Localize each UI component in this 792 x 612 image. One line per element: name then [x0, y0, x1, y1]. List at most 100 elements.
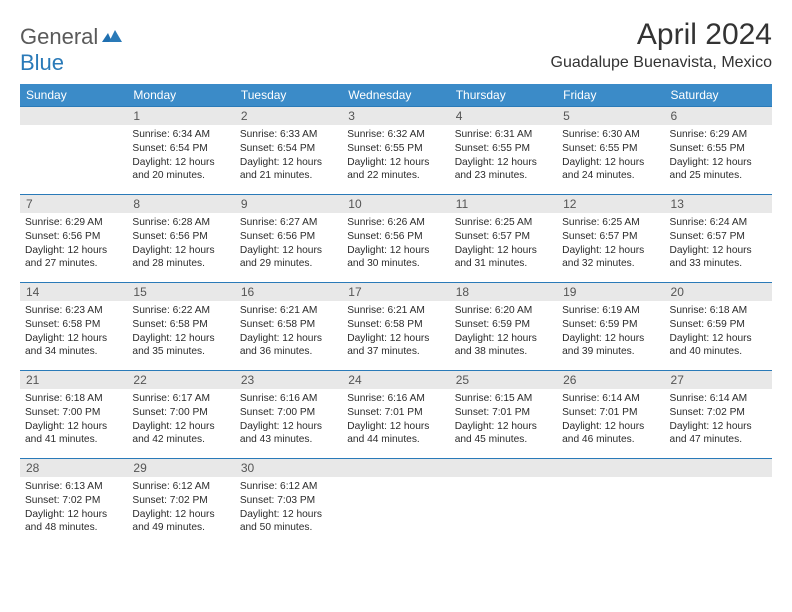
- day-cell: 17Sunrise: 6:21 AMSunset: 6:58 PMDayligh…: [342, 283, 449, 371]
- day-details: Sunrise: 6:20 AMSunset: 6:59 PMDaylight:…: [450, 301, 557, 363]
- daylight-text: Daylight: 12 hours and 21 minutes.: [240, 156, 337, 184]
- day-details: Sunrise: 6:32 AMSunset: 6:55 PMDaylight:…: [342, 125, 449, 187]
- col-sunday: Sunday: [20, 84, 127, 107]
- sunset-text: Sunset: 7:02 PM: [132, 494, 229, 508]
- day-number: 19: [557, 283, 664, 301]
- daylight-text: Daylight: 12 hours and 44 minutes.: [347, 420, 444, 448]
- day-details: Sunrise: 6:15 AMSunset: 7:01 PMDaylight:…: [450, 389, 557, 451]
- sunset-text: Sunset: 6:55 PM: [455, 142, 552, 156]
- day-details: Sunrise: 6:21 AMSunset: 6:58 PMDaylight:…: [342, 301, 449, 363]
- day-details: [450, 477, 557, 484]
- day-details: Sunrise: 6:29 AMSunset: 6:56 PMDaylight:…: [20, 213, 127, 275]
- sunset-text: Sunset: 7:03 PM: [240, 494, 337, 508]
- day-number: 22: [127, 371, 234, 389]
- week-row: 7Sunrise: 6:29 AMSunset: 6:56 PMDaylight…: [20, 195, 772, 283]
- sunrise-text: Sunrise: 6:18 AM: [670, 304, 767, 318]
- daylight-text: Daylight: 12 hours and 29 minutes.: [240, 244, 337, 272]
- daylight-text: Daylight: 12 hours and 43 minutes.: [240, 420, 337, 448]
- day-details: Sunrise: 6:12 AMSunset: 7:02 PMDaylight:…: [127, 477, 234, 539]
- sunset-text: Sunset: 6:55 PM: [562, 142, 659, 156]
- brand-text: General Blue: [20, 24, 124, 76]
- sunrise-text: Sunrise: 6:14 AM: [670, 392, 767, 406]
- day-cell: 12 Sunrise: 6:25 AMSunset: 6:57 PMDayligh…: [557, 195, 664, 283]
- brand-word2: Blue: [20, 50, 64, 75]
- day-cell: 28Sunrise: 6:13 AMSunset: 7:02 PMDayligh…: [20, 459, 127, 547]
- day-number: 18: [450, 283, 557, 301]
- day-number: 16: [235, 283, 342, 301]
- day-details: Sunrise: 6:19 AMSunset: 6:59 PMDaylight:…: [557, 301, 664, 363]
- day-details: Sunrise: 6:22 AMSunset: 6:58 PMDaylight:…: [127, 301, 234, 363]
- sunset-text: Sunset: 6:59 PM: [455, 318, 552, 332]
- day-number: 26: [557, 371, 664, 389]
- daylight-text: Daylight: 12 hours and 35 minutes.: [132, 332, 229, 360]
- daylight-text: Daylight: 12 hours and 47 minutes.: [670, 420, 767, 448]
- day-cell: 10 Sunrise: 6:26 AMSunset: 6:56 PMDayligh…: [342, 195, 449, 283]
- sunrise-text: Sunrise: 6:30 AM: [562, 128, 659, 142]
- daylight-text: Daylight: 12 hours and 32 minutes.: [562, 244, 659, 272]
- sunset-text: Sunset: 6:56 PM: [25, 230, 122, 244]
- day-details: Sunrise: 6:28 AMSunset: 6:56 PMDaylight:…: [127, 213, 234, 275]
- sunset-text: Sunset: 6:56 PM: [347, 230, 444, 244]
- daylight-text: Daylight: 12 hours and 41 minutes.: [25, 420, 122, 448]
- daylight-text: Daylight: 12 hours and 49 minutes.: [132, 508, 229, 536]
- sunrise-text: Sunrise: 6:24 AM: [670, 216, 767, 230]
- day-details: Sunrise: 6:30 AMSunset: 6:55 PMDaylight:…: [557, 125, 664, 187]
- day-details: Sunrise: 6:16 AMSunset: 7:00 PMDaylight:…: [235, 389, 342, 451]
- day-cell: 9Sunrise: 6:27 AMSunset: 6:56 PMDaylight…: [235, 195, 342, 283]
- day-number: [20, 107, 127, 125]
- day-number: 4: [450, 107, 557, 125]
- day-number: [665, 459, 772, 477]
- day-details: Sunrise: 6:29 AMSunset: 6:55 PMDaylight:…: [665, 125, 772, 187]
- day-cell: 5Sunrise: 6:30 AMSunset: 6:55 PMDaylight…: [557, 107, 664, 195]
- sunset-text: Sunset: 6:55 PM: [347, 142, 444, 156]
- day-cell: 27Sunrise: 6:14 AMSunset: 7:02 PMDayligh…: [665, 371, 772, 459]
- sunset-text: Sunset: 6:56 PM: [132, 230, 229, 244]
- sunset-text: Sunset: 6:57 PM: [455, 230, 552, 244]
- day-cell: 7Sunrise: 6:29 AMSunset: 6:56 PMDaylight…: [20, 195, 127, 283]
- day-details: Sunrise: 6:34 AMSunset: 6:54 PMDaylight:…: [127, 125, 234, 187]
- day-cell: 26Sunrise: 6:14 AMSunset: 7:01 PMDayligh…: [557, 371, 664, 459]
- sunset-text: Sunset: 6:57 PM: [562, 230, 659, 244]
- sunset-text: Sunset: 7:01 PM: [455, 406, 552, 420]
- calendar-table: Sunday Monday Tuesday Wednesday Thursday…: [20, 84, 772, 547]
- col-wednesday: Wednesday: [342, 84, 449, 107]
- day-details: Sunrise: 6:13 AMSunset: 7:02 PMDaylight:…: [20, 477, 127, 539]
- sunset-text: Sunset: 6:55 PM: [670, 142, 767, 156]
- day-number: 12: [557, 195, 664, 213]
- week-row: 14Sunrise: 6:23 AMSunset: 6:58 PMDayligh…: [20, 283, 772, 371]
- calendar-body: 1Sunrise: 6:34 AMSunset: 6:54 PMDaylight…: [20, 107, 772, 547]
- day-cell: 1Sunrise: 6:34 AMSunset: 6:54 PMDaylight…: [127, 107, 234, 195]
- sunrise-text: Sunrise: 6:16 AM: [240, 392, 337, 406]
- sunrise-text: Sunrise: 6:34 AM: [132, 128, 229, 142]
- sunrise-text: Sunrise: 6:29 AM: [670, 128, 767, 142]
- day-cell: 20Sunrise: 6:18 AMSunset: 6:59 PMDayligh…: [665, 283, 772, 371]
- day-cell: 18Sunrise: 6:20 AMSunset: 6:59 PMDayligh…: [450, 283, 557, 371]
- day-cell: 16Sunrise: 6:21 AMSunset: 6:58 PMDayligh…: [235, 283, 342, 371]
- day-cell: 3Sunrise: 6:32 AMSunset: 6:55 PMDaylight…: [342, 107, 449, 195]
- sunrise-text: Sunrise: 6:19 AM: [562, 304, 659, 318]
- brand-logo: General Blue: [20, 18, 124, 76]
- col-friday: Friday: [557, 84, 664, 107]
- day-cell: 25Sunrise: 6:15 AMSunset: 7:01 PMDayligh…: [450, 371, 557, 459]
- daylight-text: Daylight: 12 hours and 25 minutes.: [670, 156, 767, 184]
- col-thursday: Thursday: [450, 84, 557, 107]
- sunrise-text: Sunrise: 6:21 AM: [347, 304, 444, 318]
- day-number: 7: [20, 195, 127, 213]
- day-cell: 4Sunrise: 6:31 AMSunset: 6:55 PMDaylight…: [450, 107, 557, 195]
- daylight-text: Daylight: 12 hours and 37 minutes.: [347, 332, 444, 360]
- week-row: 21Sunrise: 6:18 AMSunset: 7:00 PMDayligh…: [20, 371, 772, 459]
- sunrise-text: Sunrise: 6:26 AM: [347, 216, 444, 230]
- day-cell: 30Sunrise: 6:12 AMSunset: 7:03 PMDayligh…: [235, 459, 342, 547]
- day-number: [342, 459, 449, 477]
- sunrise-text: Sunrise: 6:21 AM: [240, 304, 337, 318]
- day-cell: [20, 107, 127, 195]
- day-cell: 22Sunrise: 6:17 AMSunset: 7:00 PMDayligh…: [127, 371, 234, 459]
- day-cell: 23Sunrise: 6:16 AMSunset: 7:00 PMDayligh…: [235, 371, 342, 459]
- day-cell: 8Sunrise: 6:28 AMSunset: 6:56 PMDaylight…: [127, 195, 234, 283]
- day-number: 10: [342, 195, 449, 213]
- daylight-text: Daylight: 12 hours and 30 minutes.: [347, 244, 444, 272]
- day-number: 6: [665, 107, 772, 125]
- sunrise-text: Sunrise: 6:12 AM: [132, 480, 229, 494]
- sunrise-text: Sunrise: 6:25 AM: [562, 216, 659, 230]
- title-block: April 2024 Guadalupe Buenavista, Mexico: [551, 18, 772, 72]
